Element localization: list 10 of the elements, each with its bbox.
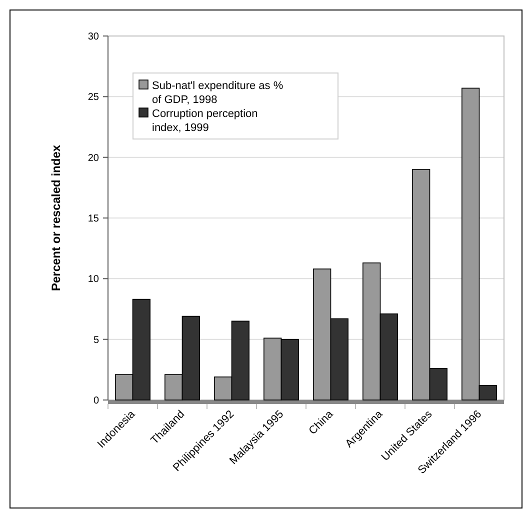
y-tick-label: 15 bbox=[88, 214, 100, 224]
y-tick-label: 30 bbox=[88, 32, 100, 42]
y-tick-label: 0 bbox=[93, 396, 100, 406]
y-tick-label: 5 bbox=[93, 334, 100, 346]
y-tick-label: 25 bbox=[88, 92, 100, 104]
legend-label: Sub-nat'l expenditure as % of GDP, 1998 bbox=[152, 80, 284, 106]
y-tick-label: 10 bbox=[88, 274, 100, 286]
y-tick-label: 20 bbox=[88, 152, 100, 164]
y-axis-title: Percent or rescaled index bbox=[49, 144, 63, 292]
legend-label: Corruption perception index, 1999 bbox=[152, 108, 258, 134]
